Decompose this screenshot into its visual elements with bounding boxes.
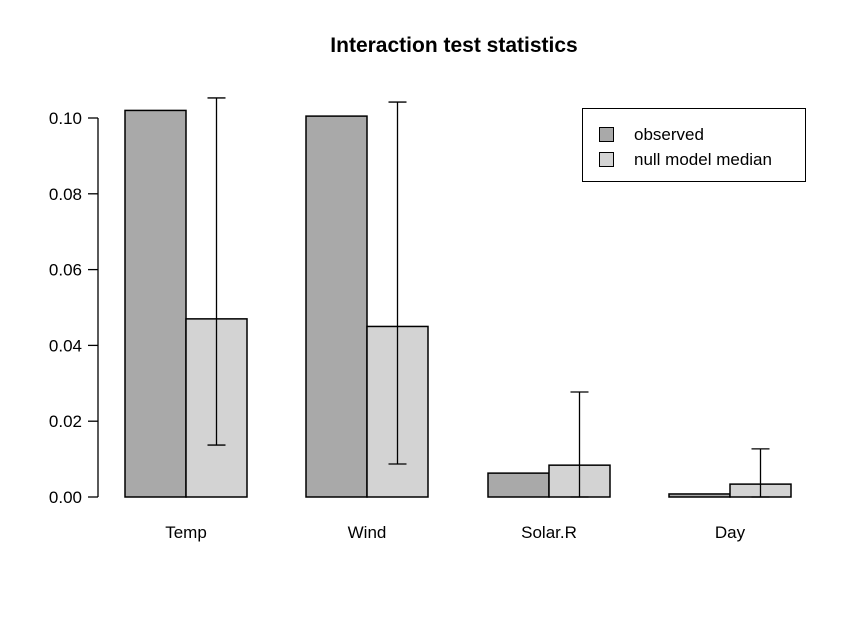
y-tick-label: 0.02 (49, 412, 82, 431)
bar-observed-Wind (305, 115, 368, 498)
x-label-Temp: Temp (165, 523, 207, 542)
legend-item-null-model-median: null model median (599, 147, 805, 172)
legend-swatch-observed (599, 127, 614, 142)
legend-swatch-null-model-median (599, 152, 614, 167)
y-tick-label: 0.10 (49, 109, 82, 128)
legend: observed null model median (582, 108, 806, 182)
bar-observed-Day (668, 493, 731, 498)
y-tick-label: 0.00 (49, 488, 82, 507)
legend-item-observed: observed (599, 122, 805, 147)
x-label-Wind: Wind (348, 523, 387, 542)
legend-label-null-model-median: null model median (634, 149, 772, 169)
y-tick-label: 0.04 (49, 336, 82, 355)
x-label-Solar.R: Solar.R (521, 523, 577, 542)
chart-title: Interaction test statistics (330, 34, 578, 57)
bar-observed-Solar.R (487, 472, 550, 498)
x-label-Day: Day (715, 523, 746, 542)
legend-label-observed: observed (634, 124, 704, 144)
y-tick-label: 0.06 (49, 261, 82, 280)
y-tick-label: 0.08 (49, 185, 82, 204)
bar-observed-Temp (124, 109, 187, 498)
